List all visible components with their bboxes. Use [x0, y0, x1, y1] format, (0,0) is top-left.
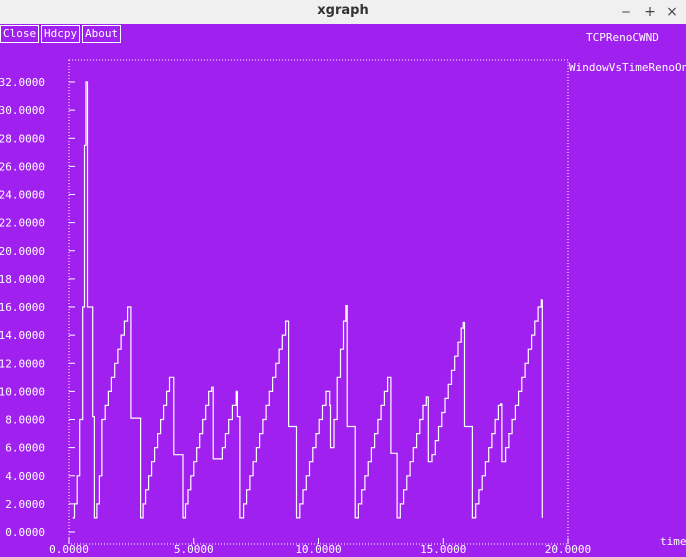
hdcpy-button[interactable]: Hdcpy [41, 25, 81, 43]
y-tick-label: 26.0000 [0, 160, 45, 173]
y-tick-label: 16.0000 [0, 301, 45, 314]
y-tick-label: 24.0000 [0, 189, 45, 202]
y-tick-label: 2.0000 [5, 498, 45, 511]
plot-frame [68, 59, 569, 545]
y-tick-label: 18.0000 [0, 273, 45, 286]
y-tick-label: 8.0000 [5, 414, 45, 427]
y-tick-label: 0.0000 [5, 526, 45, 539]
y-tick-label: 30.0000 [0, 104, 45, 117]
y-tick-label: 22.0000 [0, 217, 45, 230]
grid [68, 59, 569, 545]
x-tick-label: 20.0000 [545, 543, 591, 556]
legend-label: WindowVsTimeRenoOne [569, 61, 686, 74]
y-tick-label: 6.0000 [5, 442, 45, 455]
axis-ticks: 0.0000 2.0000 4.0000 6.0000 8.0000 10.0000 12.… [0, 76, 591, 556]
x-tick-label: 10.0000 [295, 543, 341, 556]
series-line [72, 81, 543, 519]
x-tick-label: 5.0000 [174, 543, 214, 556]
about-button[interactable]: About [82, 25, 122, 43]
maximize-icon[interactable]: + [644, 4, 656, 20]
y-tick-label: 32.0000 [0, 76, 45, 89]
close-window-icon[interactable]: × [666, 4, 678, 20]
chart-svg: 0.0000 2.0000 4.0000 6.0000 8.0000 10.0000 12.… [0, 24, 686, 557]
y-tick-label: 4.0000 [5, 470, 45, 483]
x-tick-label: 0.0000 [49, 543, 89, 556]
y-tick-label: 12.0000 [0, 357, 45, 370]
window-titlebar: xgraph ‒ + × [0, 0, 686, 25]
chart-background [0, 24, 686, 557]
x-axis-unit-label: time [660, 535, 686, 548]
window-title: xgraph [317, 3, 369, 18]
y-tick-label: 14.0000 [0, 329, 45, 342]
graph-title: TCPRenoCWND [586, 31, 659, 44]
y-tick-label: 20.0000 [0, 245, 45, 258]
close-button[interactable]: Close [0, 25, 40, 43]
x-tick-label: 15.0000 [420, 543, 466, 556]
y-tick-label: 28.0000 [0, 132, 45, 145]
minimize-icon[interactable]: ‒ [621, 4, 631, 20]
plot-area: 0.0000 2.0000 4.0000 6.0000 8.0000 10.0000 12.… [0, 24, 686, 557]
y-tick-label: 10.0000 [0, 385, 45, 398]
